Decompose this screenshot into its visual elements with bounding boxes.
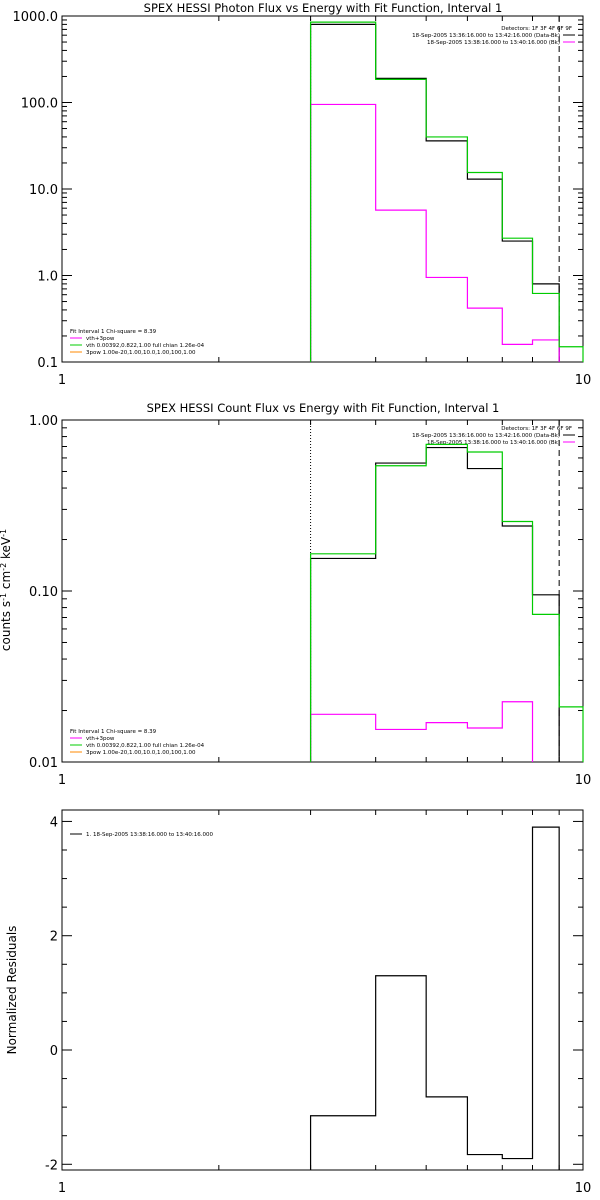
x-tick-label-1: 1 xyxy=(58,1181,66,1196)
legend-bk-interval: 18-Sep-2005 13:38:16.000 to 13:40:16.000… xyxy=(427,40,560,46)
x-tick-label-10: 10 xyxy=(575,773,592,788)
residuals-y-axis-label: Normalized Residuals xyxy=(5,926,19,1055)
legend-fit-interval: Fit Interval 1 Chi-square = 8.39 xyxy=(70,329,157,335)
legend-detectors: Detectors: 1F 3F 4F 6F 9F xyxy=(501,426,572,432)
legend-bk-interval: 18-Sep-2005 13:38:16.000 to 13:40:16.000… xyxy=(427,440,560,446)
residuals-panel: Normalized Residuals 4 2 0 -2 1 10 1. 18-Se… xyxy=(5,809,592,1196)
series-bk-step xyxy=(309,701,534,762)
legend-fit-interval: Fit Interval 1 Chi-square = 8.39 xyxy=(70,729,157,735)
legend-data-interval: 18-Sep-2005 13:36:16.000 to 13:42:16.000… xyxy=(412,433,560,439)
count-flux-title: SPEX HESSI Count Flux vs Energy with Fit… xyxy=(147,401,500,415)
legend-vth: vth 0.00392,0.822,1.00 full chian 1.26e-… xyxy=(86,743,205,749)
legend-vth3pow: vth+3pow xyxy=(86,736,115,742)
y-tick-label: 100.0 xyxy=(21,97,58,112)
y-tick-label: 4 xyxy=(50,815,58,830)
y-tick-label: 1.00 xyxy=(29,414,58,429)
y-tick-label: 0 xyxy=(50,1044,58,1059)
series-1--step xyxy=(309,826,560,1170)
series-vth-3pow-step xyxy=(309,103,560,362)
legend-vth: vth 0.00392,0.822,1.00 full chian 1.26e-… xyxy=(86,343,205,349)
y-tick-label: 10.0 xyxy=(29,183,58,198)
legend-data-interval: 18-Sep-2005 13:36:16.000 to 13:42:16.000… xyxy=(412,33,560,39)
count-flux-y-axis-label: counts s-1 cm-2 keV-1 xyxy=(0,529,13,651)
photon-flux-panel: SPEX HESSI Photon Flux vs Energy with Fi… xyxy=(13,1,592,388)
legend-3pow: 3pow 1.00e-20,1.00,10.0,1.00,100,1.00 xyxy=(86,750,196,756)
plot-frame xyxy=(61,809,584,1171)
legend-vth3pow: vth+3pow xyxy=(86,336,115,342)
x-tick-label-1: 1 xyxy=(58,773,66,788)
y-tick-label: 0.1 xyxy=(37,356,58,371)
series-vth-step xyxy=(309,21,584,362)
series-vth-3pow-step xyxy=(309,443,584,762)
y-tick-label: 1000.0 xyxy=(13,10,59,25)
photon-flux-title: SPEX HESSI Photon Flux vs Energy with Fi… xyxy=(144,1,503,15)
y-tick-label: -2 xyxy=(45,1158,58,1173)
series-data-step xyxy=(309,23,560,362)
count-flux-panel: SPEX HESSI Count Flux vs Energy with Fit… xyxy=(0,401,591,788)
y-tick-label: 2 xyxy=(50,930,58,945)
plot-frame xyxy=(61,15,584,363)
plot-frame xyxy=(61,419,584,763)
y-tick-label: 1.0 xyxy=(37,270,58,285)
legend-3pow: 3pow 1.00e-20,1.00,10.0,1.00,100,1.00 xyxy=(86,350,196,356)
legend-residual: 1. 18-Sep-2005 13:38:16.000 to 13:40:16.… xyxy=(86,832,213,838)
x-tick-label-10: 10 xyxy=(575,373,592,388)
x-tick-label-10: 10 xyxy=(575,1181,592,1196)
x-tick-label-1: 1 xyxy=(58,373,66,388)
y-tick-label: 0.01 xyxy=(29,756,58,771)
legend-detectors: Detectors: 1F 3F 4F 6F 9F xyxy=(501,26,572,32)
y-tick-label: 0.10 xyxy=(29,585,58,600)
